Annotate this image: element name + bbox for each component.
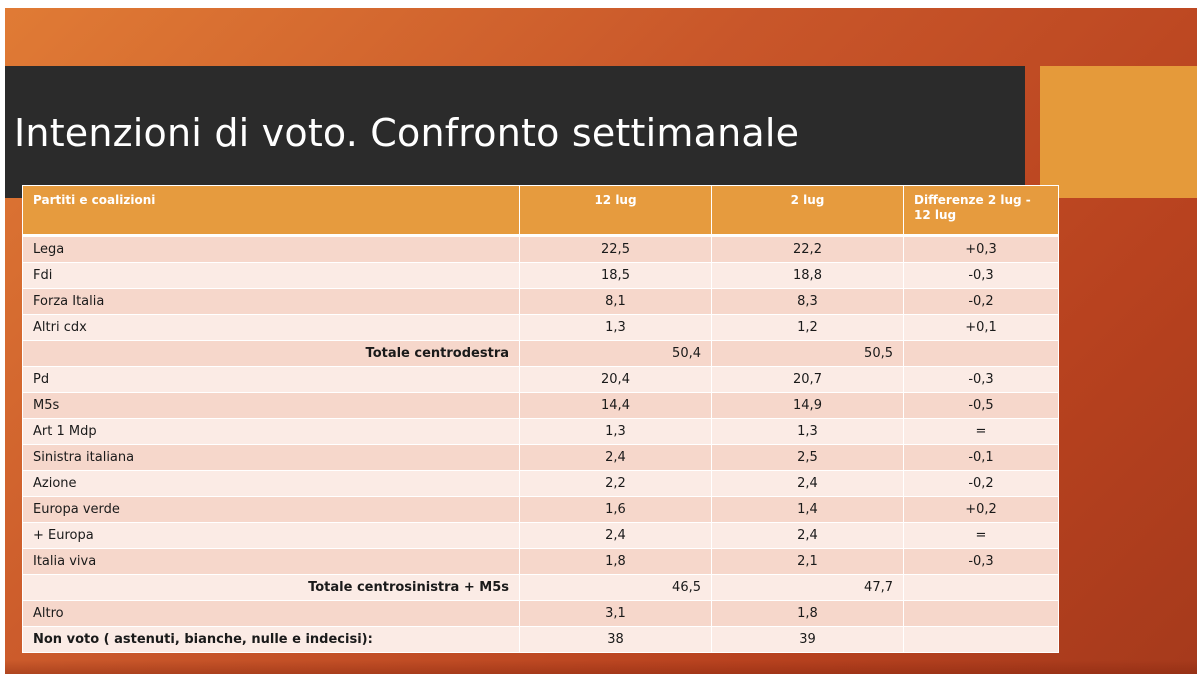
accent-box	[1040, 66, 1197, 198]
value-2-lug-cell: 47,7	[711, 574, 904, 601]
vote-table-container: Partiti e coalizioni 12 lug 2 lug Differ…	[22, 185, 1059, 653]
table-row: Italia viva 1,8 2,1 -0,3	[22, 548, 1059, 575]
value-2-lug-cell: 20,7	[711, 366, 904, 393]
value-12-lug-cell: 20,4	[519, 366, 712, 393]
value-2-lug-cell: 22,2	[711, 235, 904, 263]
party-name-cell: Totale centrosinistra + M5s	[22, 574, 520, 601]
value-12-lug-cell: 14,4	[519, 392, 712, 419]
difference-cell: -0,2	[903, 470, 1059, 497]
value-12-lug-cell: 2,2	[519, 470, 712, 497]
value-12-lug-cell: 22,5	[519, 235, 712, 263]
title-bar: Intenzioni di voto. Confronto settimanal…	[5, 66, 1025, 198]
difference-cell: -0,2	[903, 288, 1059, 315]
difference-cell: -0,3	[903, 366, 1059, 393]
table-row: Azione 2,2 2,4 -0,2	[22, 470, 1059, 497]
value-12-lug-cell: 50,4	[519, 340, 712, 367]
value-2-lug-cell: 39	[711, 626, 904, 653]
difference-cell: -0,1	[903, 444, 1059, 471]
difference-cell	[903, 574, 1059, 601]
table-row: Non voto ( astenuti, bianche, nulle e in…	[22, 626, 1059, 653]
value-2-lug-cell: 1,8	[711, 600, 904, 627]
value-12-lug-cell: 2,4	[519, 522, 712, 549]
party-name-cell: Altro	[22, 600, 520, 627]
value-2-lug-cell: 2,4	[711, 522, 904, 549]
value-2-lug-cell: 2,4	[711, 470, 904, 497]
party-name-cell: Totale centrodestra	[22, 340, 520, 367]
vote-intentions-table: Partiti e coalizioni 12 lug 2 lug Differ…	[22, 185, 1059, 653]
table-row: Altro 3,1 1,8	[22, 600, 1059, 627]
table-header-row: Partiti e coalizioni 12 lug 2 lug Differ…	[22, 185, 1059, 236]
difference-cell	[903, 626, 1059, 653]
slide: Intenzioni di voto. Confronto settimanal…	[5, 8, 1197, 674]
table-row: + Europa 2,4 2,4 =	[22, 522, 1059, 549]
party-name-cell: Azione	[22, 470, 520, 497]
value-12-lug-cell: 2,4	[519, 444, 712, 471]
table-row: Fdi 18,5 18,8 -0,3	[22, 262, 1059, 289]
party-name-cell: Art 1 Mdp	[22, 418, 520, 445]
difference-cell: -0,3	[903, 548, 1059, 575]
value-12-lug-cell: 18,5	[519, 262, 712, 289]
value-12-lug-cell: 3,1	[519, 600, 712, 627]
difference-cell: -0,3	[903, 262, 1059, 289]
party-name-cell: Italia viva	[22, 548, 520, 575]
total-row: Totale centrodestra 50,4 50,5	[22, 340, 1059, 367]
value-12-lug-cell: 1,3	[519, 418, 712, 445]
value-12-lug-cell: 38	[519, 626, 712, 653]
party-name-cell: Non voto ( astenuti, bianche, nulle e in…	[22, 626, 520, 653]
table-row: Lega 22,5 22,2 +0,3	[22, 235, 1059, 263]
value-12-lug-cell: 1,8	[519, 548, 712, 575]
party-name-cell: M5s	[22, 392, 520, 419]
difference-cell: -0,5	[903, 392, 1059, 419]
party-name-cell: Sinistra italiana	[22, 444, 520, 471]
difference-cell: +0,2	[903, 496, 1059, 523]
party-name-cell: Forza Italia	[22, 288, 520, 315]
table-row: Altri cdx 1,3 1,2 +0,1	[22, 314, 1059, 341]
difference-cell: =	[903, 418, 1059, 445]
table-row: Forza Italia 8,1 8,3 -0,2	[22, 288, 1059, 315]
value-2-lug-cell: 1,3	[711, 418, 904, 445]
value-2-lug-cell: 1,4	[711, 496, 904, 523]
value-2-lug-cell: 14,9	[711, 392, 904, 419]
table-row: Pd 20,4 20,7 -0,3	[22, 366, 1059, 393]
table-row: M5s 14,4 14,9 -0,5	[22, 392, 1059, 419]
table-row: Sinistra italiana 2,4 2,5 -0,1	[22, 444, 1059, 471]
party-name-cell: Europa verde	[22, 496, 520, 523]
header-difference: Differenze 2 lug - 12 lug	[903, 185, 1059, 236]
table-row: Art 1 Mdp 1,3 1,3 =	[22, 418, 1059, 445]
value-2-lug-cell: 1,2	[711, 314, 904, 341]
value-12-lug-cell: 8,1	[519, 288, 712, 315]
header-12-lug: 12 lug	[519, 185, 712, 236]
value-2-lug-cell: 2,1	[711, 548, 904, 575]
header-2-lug: 2 lug	[711, 185, 904, 236]
party-name-cell: Pd	[22, 366, 520, 393]
value-12-lug-cell: 46,5	[519, 574, 712, 601]
party-name-cell: + Europa	[22, 522, 520, 549]
total-row: Totale centrosinistra + M5s 46,5 47,7	[22, 574, 1059, 601]
value-2-lug-cell: 18,8	[711, 262, 904, 289]
value-12-lug-cell: 1,3	[519, 314, 712, 341]
party-name-cell: Fdi	[22, 262, 520, 289]
value-12-lug-cell: 1,6	[519, 496, 712, 523]
party-name-cell: Lega	[22, 235, 520, 263]
party-name-cell: Altri cdx	[22, 314, 520, 341]
value-2-lug-cell: 8,3	[711, 288, 904, 315]
slide-title: Intenzioni di voto. Confronto settimanal…	[14, 111, 800, 155]
header-parties: Partiti e coalizioni	[22, 185, 520, 236]
difference-cell: +0,3	[903, 235, 1059, 263]
table-row: Europa verde 1,6 1,4 +0,2	[22, 496, 1059, 523]
difference-cell	[903, 340, 1059, 367]
difference-cell: =	[903, 522, 1059, 549]
value-2-lug-cell: 50,5	[711, 340, 904, 367]
table-body: Lega 22,5 22,2 +0,3 Fdi 18,5 18,8 -0,3 Forza Ita…	[22, 235, 1059, 653]
value-2-lug-cell: 2,5	[711, 444, 904, 471]
difference-cell	[903, 600, 1059, 627]
difference-cell: +0,1	[903, 314, 1059, 341]
